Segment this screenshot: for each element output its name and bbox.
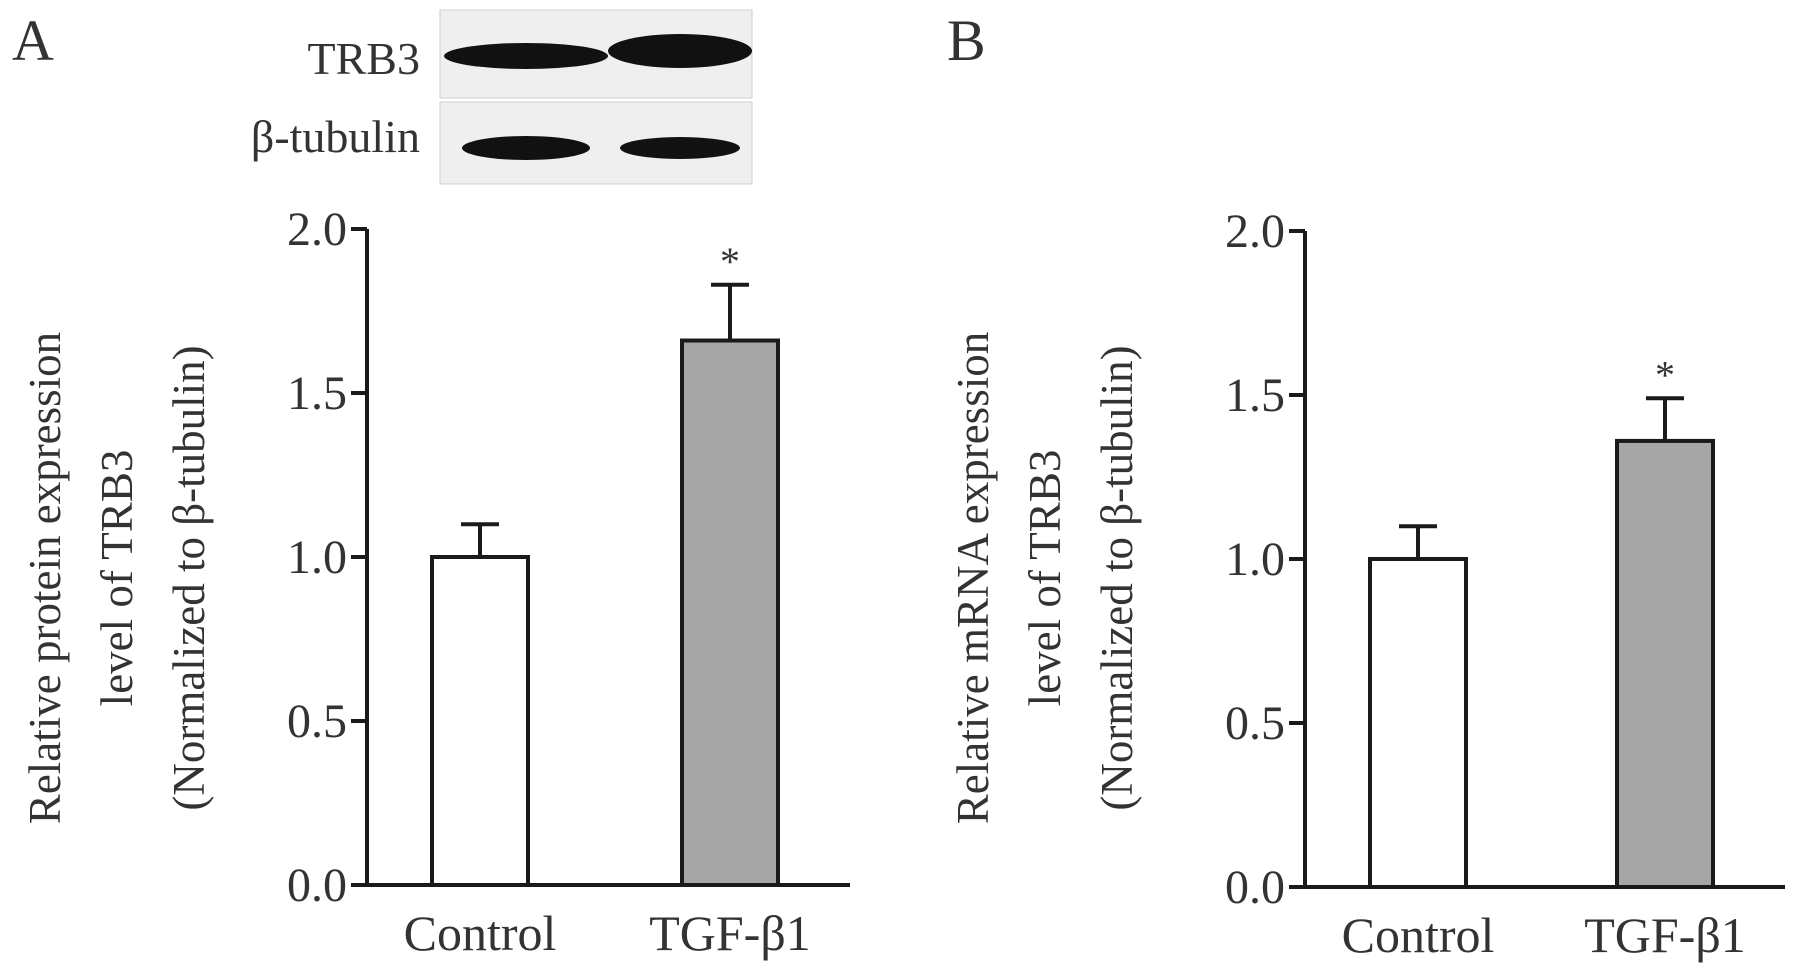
blot-label-trb3: TRB3	[308, 33, 420, 84]
chart-a-ytick-label: 0.5	[287, 695, 347, 748]
band-tubulin-tgf	[620, 137, 740, 159]
chart-b-ylabel-line-1: Relative mRNA expression	[948, 332, 998, 824]
chart-b-ytick-label: 0.5	[1225, 697, 1285, 750]
chart-b-ytick-label: 1.5	[1225, 369, 1285, 422]
chart-a-category-label: TGF-β1	[649, 905, 811, 961]
chart-a-significance-marker: *	[720, 239, 740, 284]
chart-a-ytick-label: 2.0	[287, 203, 347, 256]
chart-a-bar	[680, 338, 780, 887]
chart-a-category-label: Control	[404, 905, 557, 961]
panel-label-b: B	[947, 8, 986, 73]
chart-b-ytick-label: 2.0	[1225, 205, 1285, 258]
band-tubulin-control	[462, 136, 590, 160]
chart-b-ylabel-line-3: (Normalized to β-tubulin)	[1092, 345, 1142, 810]
band-trb3-tgf	[608, 34, 752, 68]
chart-a-ytick-label: 1.0	[287, 531, 347, 584]
chart-a-bar	[430, 555, 530, 887]
chart-b-bar	[1615, 438, 1715, 889]
chart-a-ylabel: Relative protein expression level of TRB…	[20, 332, 214, 824]
chart-b-ylabel-line-2: level of TRB3	[1020, 450, 1070, 707]
chart-b-ylabel: Relative mRNA expression level of TRB3 (…	[948, 332, 1142, 824]
chart-b-category-label: Control	[1342, 907, 1495, 963]
western-blot: TRB3 β-tubulin	[251, 9, 753, 185]
chart-a-ylabel-line-3: (Normalized to β-tubulin)	[164, 345, 214, 810]
chart-a-ytick-label: 0.0	[287, 859, 347, 912]
chart-b-significance-marker: *	[1655, 352, 1675, 397]
chart-b-ytick-label: 1.0	[1225, 533, 1285, 586]
chart-a-ylabel-line-2: level of TRB3	[92, 450, 142, 707]
chart-b-ytick-label: 0.0	[1225, 861, 1285, 914]
chart-b-category-label: TGF-β1	[1584, 907, 1746, 963]
panel-label-a: A	[12, 8, 54, 73]
chart-a-ytick-label: 1.5	[287, 367, 347, 420]
band-trb3-control	[444, 43, 608, 69]
blot-label-beta-tubulin: β-tubulin	[251, 111, 420, 162]
chart-a: Relative protein expression level of TRB…	[20, 203, 850, 961]
chart-a-ylabel-line-1: Relative protein expression	[20, 332, 70, 824]
chart-b: Relative mRNA expression level of TRB3 (…	[948, 205, 1785, 963]
chart-b-bar	[1368, 557, 1468, 889]
